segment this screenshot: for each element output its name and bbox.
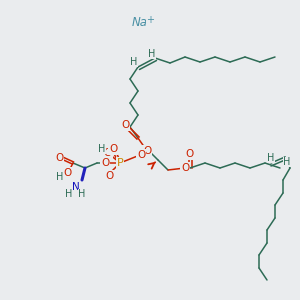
Text: H: H [267,153,275,163]
Text: H: H [65,189,73,199]
Text: P: P [117,158,123,168]
Text: O: O [64,168,72,178]
Text: O: O [186,149,194,159]
Text: O: O [181,163,189,173]
Text: N: N [72,182,80,192]
Text: O: O [106,171,114,181]
Text: O: O [101,158,109,168]
Text: H: H [56,172,64,182]
Text: +: + [146,15,154,25]
Text: H: H [130,57,138,67]
Text: O: O [143,146,151,156]
Text: O: O [137,150,145,160]
Text: H: H [78,189,86,199]
Text: O: O [104,148,112,158]
Text: H: H [283,157,291,167]
Text: O: O [55,153,63,163]
Text: H: H [148,49,156,59]
Text: Na: Na [132,16,148,29]
Text: H: H [98,144,106,154]
Text: O: O [109,144,117,154]
Text: O: O [121,120,129,130]
